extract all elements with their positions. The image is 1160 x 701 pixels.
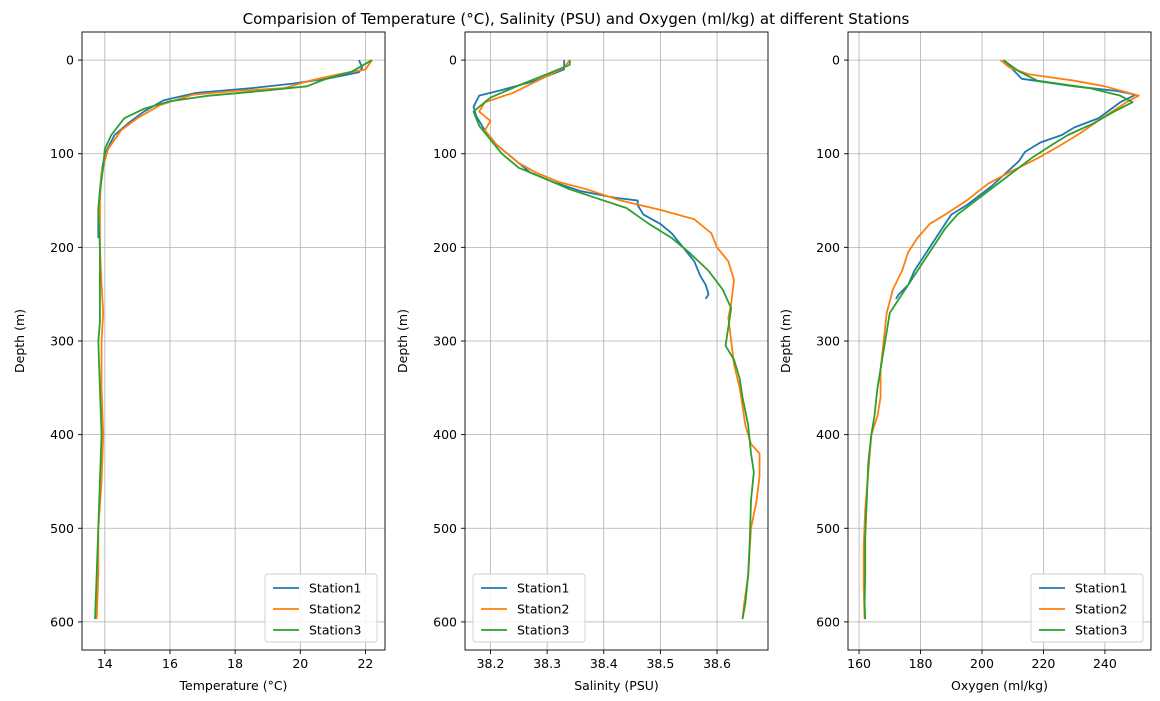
y-tick-label: 600 [816, 614, 840, 629]
legend-entry: Station3 [309, 623, 361, 638]
y-tick-label: 200 [433, 240, 457, 255]
legend-box [472, 573, 586, 643]
legend-box [264, 573, 378, 643]
x-axis-label: Temperature (°C) [179, 678, 288, 693]
x-tick-label: 240 [1093, 656, 1117, 671]
x-tick-label: 38.5 [646, 656, 674, 671]
legend-entry: Station3 [517, 623, 569, 638]
panel-3: 160 180 200 220 240 0 100 200 300 400 500 600 Oxygen… [778, 31, 1152, 693]
x-tick-label: 18 [227, 656, 243, 671]
legend-entry: Station3 [1075, 623, 1127, 638]
legend-entry: Station1 [309, 581, 361, 596]
y-tick-label: 400 [433, 427, 457, 442]
x-tick-label: 38.3 [533, 656, 561, 671]
y-tick-label: 0 [832, 53, 840, 68]
y-tick-label: 500 [50, 521, 74, 536]
legend-entry: Station2 [517, 602, 569, 617]
y-tick-label: 300 [50, 334, 74, 349]
x-tick-label: 38.6 [703, 656, 731, 671]
y-axis-label: Depth (m) [778, 309, 793, 373]
y-tick-label: 600 [50, 614, 74, 629]
series-station2-line [478, 59, 761, 620]
y-tick-label: 100 [50, 146, 74, 161]
y-tick-label: 400 [50, 427, 74, 442]
y-tick-label: 100 [433, 146, 457, 161]
legend-entry: Station2 [1075, 602, 1127, 617]
legend-entry: Station1 [517, 581, 569, 596]
y-tick-label: 400 [816, 427, 840, 442]
series-station3-line [863, 59, 1134, 620]
y-tick-label: 200 [50, 240, 74, 255]
x-tick-label: 180 [909, 656, 933, 671]
x-tick-label: 200 [970, 656, 994, 671]
legend-entry: Station1 [1075, 581, 1127, 596]
series-station3-line [94, 59, 373, 620]
x-tick-label: 22 [357, 656, 373, 671]
y-tick-label: 100 [816, 146, 840, 161]
legend-box [1030, 573, 1144, 643]
legend: Station1 Station2 Station3 [264, 573, 378, 643]
x-tick-label: 38.2 [477, 656, 505, 671]
legend: Station1 Station2 Station3 [472, 573, 586, 643]
x-tick-label: 20 [292, 656, 308, 671]
y-tick-label: 200 [816, 240, 840, 255]
y-tick-label: 0 [449, 53, 457, 68]
x-tick-label: 14 [97, 656, 113, 671]
legend: Station1 Station2 Station3 [1030, 573, 1144, 643]
x-axis-label: Oxygen (ml/kg) [951, 678, 1048, 693]
y-tick-label: 500 [816, 521, 840, 536]
y-tick-label: 600 [433, 614, 457, 629]
legend-entry: Station2 [309, 602, 361, 617]
y-tick-label: 300 [816, 334, 840, 349]
x-tick-label: 38.4 [590, 656, 618, 671]
x-axis-label: Salinity (PSU) [574, 678, 659, 693]
y-axis-label: Depth (m) [12, 309, 27, 373]
series-station1-line [97, 59, 364, 238]
series-station2-line [95, 59, 373, 620]
series-station3-line [472, 60, 755, 620]
x-tick-label: 220 [1032, 656, 1056, 671]
series-station2-line [862, 59, 1140, 620]
series-station1-line [895, 59, 1137, 300]
x-tick-label: 160 [847, 656, 871, 671]
x-tick-label: 16 [162, 656, 178, 671]
panel-2: 38.2 38.3 38.4 38.5 38.6 0 100 200 300 400 500 600 S… [395, 31, 769, 693]
y-tick-label: 500 [433, 521, 457, 536]
y-axis-label: Depth (m) [395, 309, 410, 373]
y-tick-label: 300 [433, 334, 457, 349]
panel-1: 14 16 18 20 22 0 100 200 300 400 500 600 Temperature… [12, 31, 386, 693]
series-station1-line [472, 60, 710, 300]
figure-title: Comparision of Temperature (°C), Salinit… [243, 10, 910, 28]
y-tick-label: 0 [66, 53, 74, 68]
